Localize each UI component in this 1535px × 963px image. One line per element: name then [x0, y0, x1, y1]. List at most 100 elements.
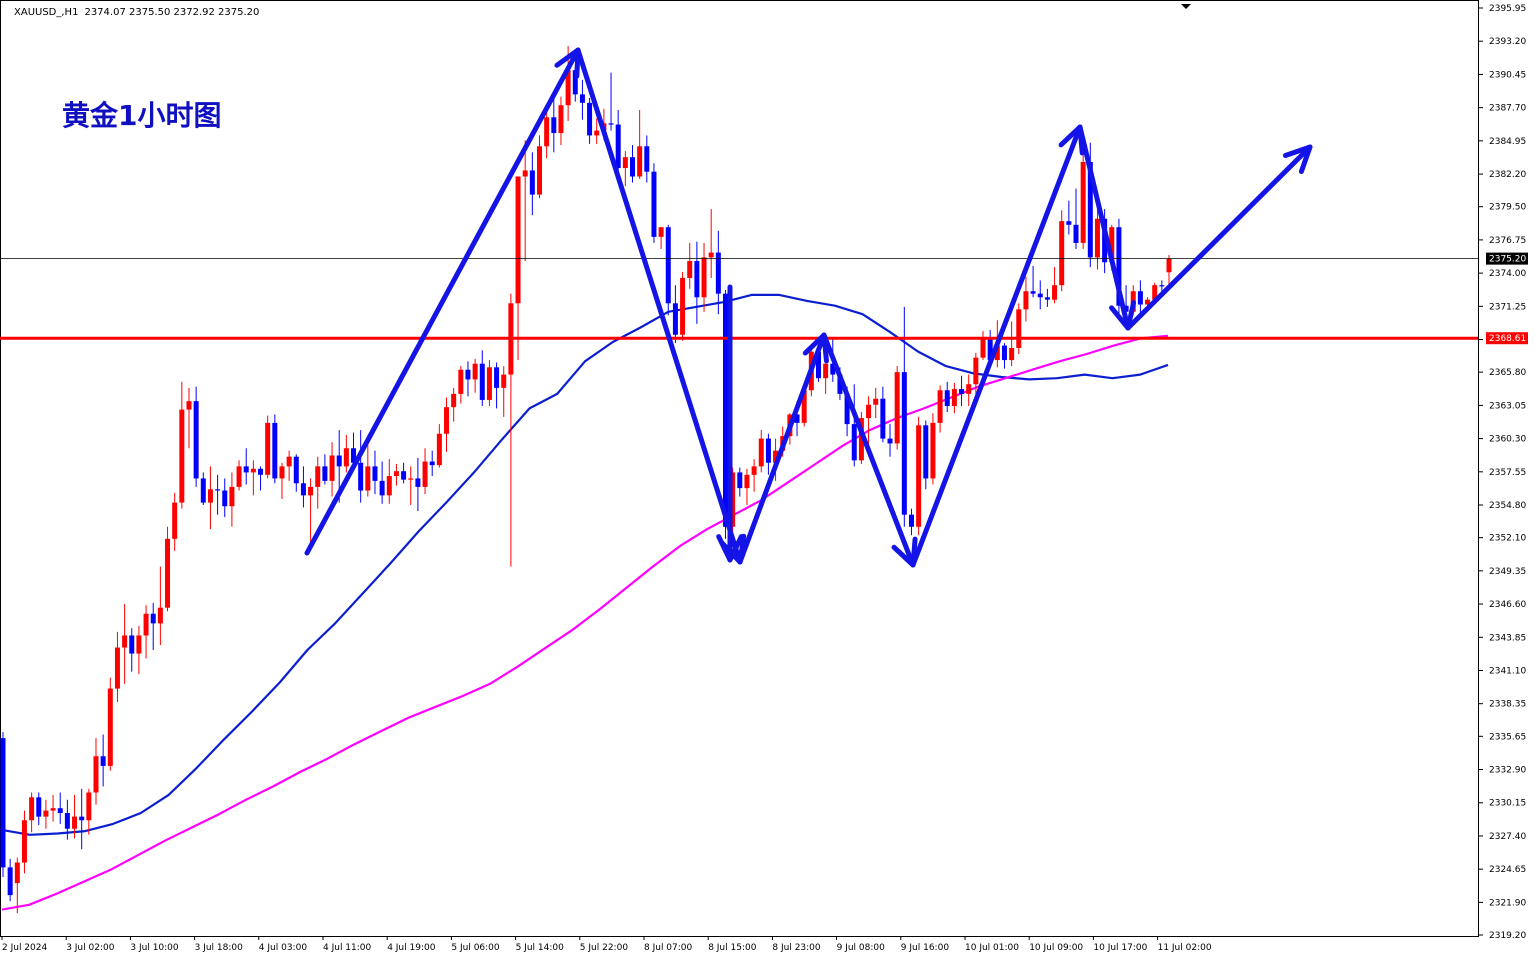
arrowhead-icon	[1282, 144, 1313, 175]
y-tick-label: 2382.20	[1489, 170, 1526, 180]
candle-body	[293, 456, 299, 484]
candle-body	[758, 438, 764, 467]
candle	[365, 444, 371, 497]
candle	[57, 792, 63, 824]
candle-body	[708, 252, 714, 258]
y-tick-label: 2387.70	[1489, 104, 1526, 114]
x-tick-label: 10 Jul 09:00	[1029, 943, 1083, 953]
candle-body	[1009, 348, 1015, 361]
candle-body	[129, 635, 135, 654]
candle	[1073, 188, 1079, 249]
candle	[479, 350, 485, 406]
candle	[64, 799, 70, 840]
candle	[622, 151, 628, 187]
candle	[1037, 280, 1043, 310]
candle-body	[165, 538, 171, 608]
candle	[172, 492, 178, 551]
candle	[279, 462, 285, 499]
y-tick-label: 2357.55	[1489, 468, 1526, 478]
y-tick-label: 2330.15	[1489, 799, 1526, 809]
candle	[408, 466, 414, 506]
candle-body	[1166, 258, 1172, 273]
candle	[43, 799, 49, 829]
candle-body	[837, 374, 843, 394]
y-tick-label: 2371.25	[1489, 302, 1526, 312]
candle	[308, 478, 314, 544]
candle-body	[100, 756, 106, 766]
candle	[701, 242, 707, 312]
candle	[966, 374, 972, 406]
candle-body	[93, 756, 99, 793]
candle-body	[179, 409, 185, 503]
candle	[229, 472, 235, 527]
candle	[930, 413, 936, 485]
candle-body	[114, 647, 120, 689]
candle	[293, 454, 299, 492]
candle-body	[136, 635, 142, 654]
candle-body	[0, 738, 6, 868]
candle-body	[701, 257, 707, 298]
candle-body	[322, 466, 328, 481]
candle	[236, 460, 242, 491]
scroll-marker-icon[interactable]	[1181, 4, 1191, 9]
ohlc-readout: 2374.07 2375.50 2372.92 2375.20	[84, 7, 259, 18]
candle	[651, 163, 657, 243]
candle	[93, 738, 99, 805]
candle	[665, 224, 671, 316]
candle-body	[501, 374, 507, 388]
candle-body	[672, 303, 678, 335]
candle-body	[715, 252, 721, 294]
candle-body	[429, 461, 435, 466]
arrowhead-icon	[716, 534, 744, 563]
candle-body	[1066, 221, 1072, 225]
candle-body	[873, 398, 879, 405]
candle	[215, 474, 221, 515]
candle-body	[193, 401, 199, 479]
candle-body	[1080, 161, 1086, 243]
candle	[951, 383, 957, 414]
candle-body	[157, 607, 163, 624]
candle-body	[751, 466, 757, 475]
candle-body	[765, 438, 771, 463]
candle	[372, 450, 378, 495]
support-tag-bg	[1486, 332, 1528, 345]
candle	[1044, 288, 1050, 307]
candle-body	[1023, 291, 1029, 310]
candle	[7, 858, 13, 902]
y-tick-label: 2363.05	[1489, 401, 1526, 411]
candle	[1137, 280, 1143, 316]
candle	[944, 381, 950, 413]
drawn-arrows	[304, 47, 1313, 568]
candle-body	[86, 792, 92, 821]
candle-body	[1059, 221, 1065, 286]
candle-body	[887, 438, 893, 444]
candle	[36, 792, 42, 826]
candle	[179, 381, 185, 509]
candle-body	[250, 468, 256, 473]
candle	[429, 450, 435, 477]
candle	[744, 468, 750, 506]
candle	[486, 360, 492, 406]
candle	[315, 456, 321, 509]
candle-body	[72, 816, 78, 829]
candle-body	[386, 476, 392, 496]
y-tick-label: 2343.85	[1489, 633, 1526, 643]
x-tick-label: 9 Jul 16:00	[901, 943, 950, 953]
candle-body	[572, 70, 578, 95]
candle-body	[1001, 345, 1007, 361]
candle	[193, 386, 199, 487]
candle-body	[665, 227, 671, 304]
moving-average-lines	[1, 293, 1169, 911]
candle-body	[229, 486, 235, 507]
candle	[687, 242, 693, 289]
x-tick-label: 3 Jul 02:00	[66, 943, 115, 953]
candle-body	[79, 816, 85, 821]
candle-body	[694, 261, 700, 298]
candle-body	[29, 797, 35, 821]
candle	[100, 734, 106, 787]
candle	[980, 331, 986, 361]
candle-body	[923, 425, 929, 479]
wave-arrow-line	[304, 47, 581, 556]
candle-body	[944, 390, 950, 406]
